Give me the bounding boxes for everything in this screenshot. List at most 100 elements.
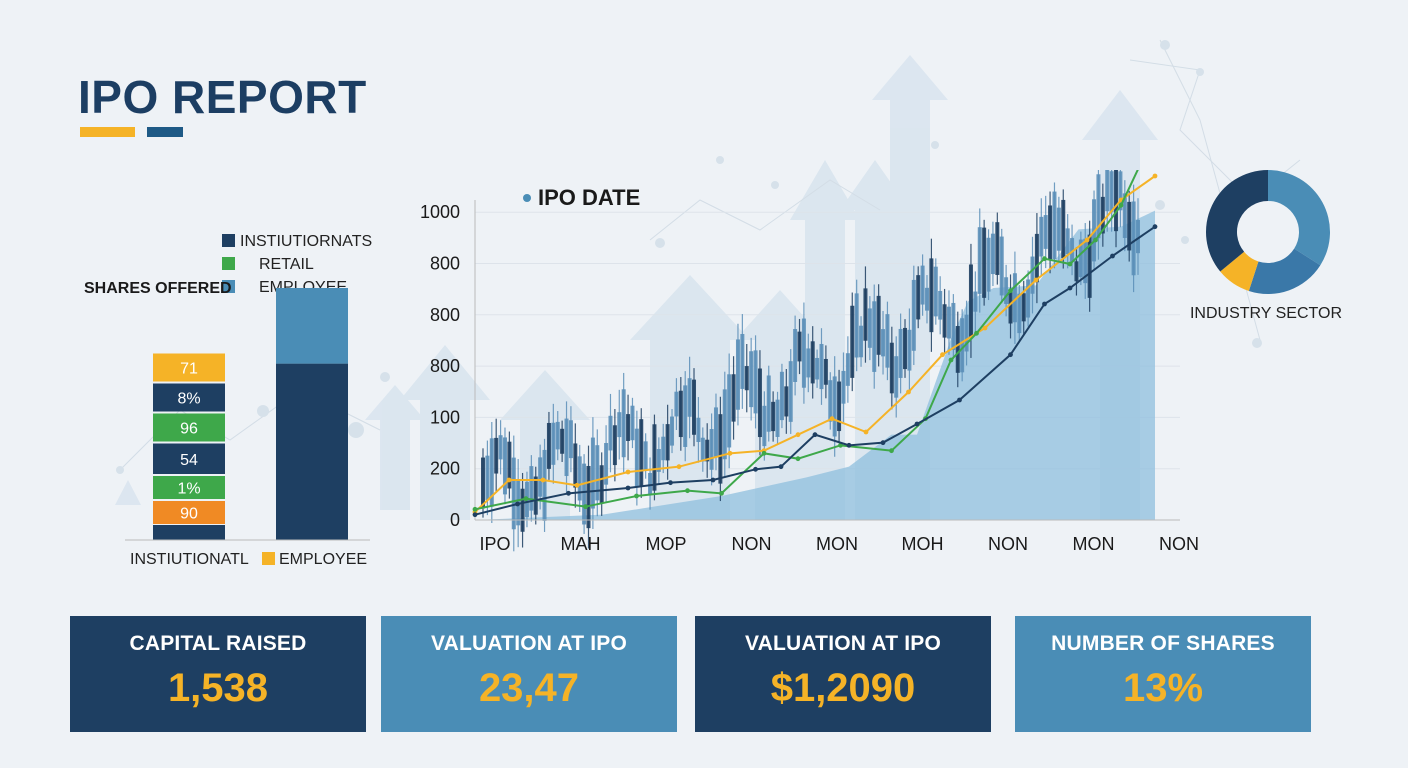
title-accent-gold	[80, 127, 135, 137]
ipo-date-chart: 0 200 100 800 800 800 1000 IPO MAH MOP NON MON MOH NO…	[420, 170, 1199, 554]
x-tick-label: NON	[1159, 534, 1199, 554]
series-point	[957, 397, 962, 403]
bar-segment-label: 71	[180, 361, 198, 378]
series-point	[829, 416, 835, 422]
candle-body	[819, 343, 824, 390]
series-point	[1110, 253, 1115, 259]
x-tick-label: MOH	[902, 534, 944, 554]
legend-swatch	[222, 280, 235, 293]
series-point	[727, 450, 733, 456]
candle-body	[731, 374, 736, 422]
candle-body	[630, 405, 635, 441]
legend-label: RETAIL	[259, 256, 314, 273]
candle-body	[898, 328, 903, 378]
candle-body	[929, 258, 934, 333]
candle-body	[793, 329, 798, 382]
y-tick-label: 800	[430, 254, 460, 274]
candle-body	[744, 366, 749, 391]
candle-body	[960, 318, 965, 373]
candle-body	[784, 386, 789, 417]
candle-body	[779, 371, 784, 421]
candle-body	[520, 488, 525, 532]
candle-body	[1105, 170, 1110, 212]
series-point	[625, 485, 631, 491]
candle-body	[1083, 238, 1088, 284]
kpi-value: 23,47	[478, 666, 580, 710]
donut-slice	[1206, 170, 1268, 272]
series-point	[472, 512, 478, 518]
bar-segment	[153, 443, 225, 474]
candle-body	[757, 368, 762, 438]
candle-body	[1122, 193, 1127, 238]
candle-body	[1100, 196, 1105, 234]
candle-body	[533, 476, 538, 515]
title-accent-blue	[147, 127, 183, 137]
bar-segment-label: 96	[180, 421, 198, 438]
chart-title: INDUSTRY SECTOR	[1190, 305, 1342, 322]
candle-body	[995, 222, 1000, 275]
candle-body	[1118, 171, 1123, 211]
candle-body	[938, 290, 943, 320]
series-point	[668, 480, 673, 486]
candle-body	[639, 419, 644, 487]
series-point	[1008, 352, 1013, 358]
candle-body	[806, 348, 811, 378]
candle-body	[1136, 219, 1140, 254]
x-tick-label: MOP	[645, 534, 686, 554]
candle-body	[586, 465, 591, 529]
donut-slice	[1248, 248, 1321, 294]
candle-body	[1048, 205, 1053, 260]
x-tick-label: NON	[988, 534, 1028, 554]
candle-body	[661, 436, 666, 461]
candle-body	[845, 353, 850, 386]
candle-body	[876, 295, 881, 355]
series-point	[472, 506, 478, 512]
series-point	[1042, 301, 1047, 307]
candle-body	[1114, 170, 1119, 232]
candle-body	[907, 329, 912, 371]
y-tick-label: 800	[430, 305, 460, 325]
candle-body	[1056, 207, 1061, 251]
candle-body	[1021, 293, 1026, 322]
series-point	[583, 504, 588, 510]
chart-title: IPO DATE	[538, 185, 640, 210]
series-point	[1008, 288, 1013, 294]
kpi-label: NUMBER OF SHARES	[1051, 632, 1275, 655]
candle-body	[867, 308, 872, 348]
series-point	[685, 488, 690, 494]
y-tick-label: 800	[430, 356, 460, 376]
series-point	[761, 450, 767, 456]
candle-body	[546, 422, 551, 469]
series-point	[540, 477, 546, 483]
series-point	[676, 464, 682, 470]
candle-body	[713, 407, 718, 457]
candle-body	[920, 265, 925, 305]
legend-label: INSTIUTIORNATS	[240, 233, 372, 250]
series-point	[906, 389, 911, 395]
candle-body	[946, 306, 951, 339]
candle-body	[573, 443, 578, 488]
series-point	[812, 432, 818, 438]
candle-body	[626, 414, 631, 441]
candle-body	[762, 405, 767, 447]
series-point	[566, 490, 571, 496]
candle-body	[621, 389, 626, 458]
series-point	[506, 477, 512, 483]
candle-body	[788, 361, 793, 422]
candle-body	[885, 314, 890, 368]
candle-body	[863, 288, 868, 341]
kpi-card-valuation-at-ipo: VALUATION AT IPO 23,47	[381, 616, 677, 732]
candle-body	[529, 466, 534, 511]
x-tick-label: MON	[816, 534, 858, 554]
series-point	[523, 496, 529, 502]
candle-body	[766, 375, 771, 432]
candle-body	[854, 293, 859, 358]
candle-body	[828, 380, 833, 422]
series-point	[889, 448, 894, 454]
candle-body	[1012, 273, 1017, 323]
candle-body	[683, 385, 688, 447]
candle-body	[1043, 215, 1048, 249]
candle-body	[872, 301, 877, 372]
series-line-gold	[474, 175, 1156, 513]
title-bullet-icon	[523, 194, 531, 202]
